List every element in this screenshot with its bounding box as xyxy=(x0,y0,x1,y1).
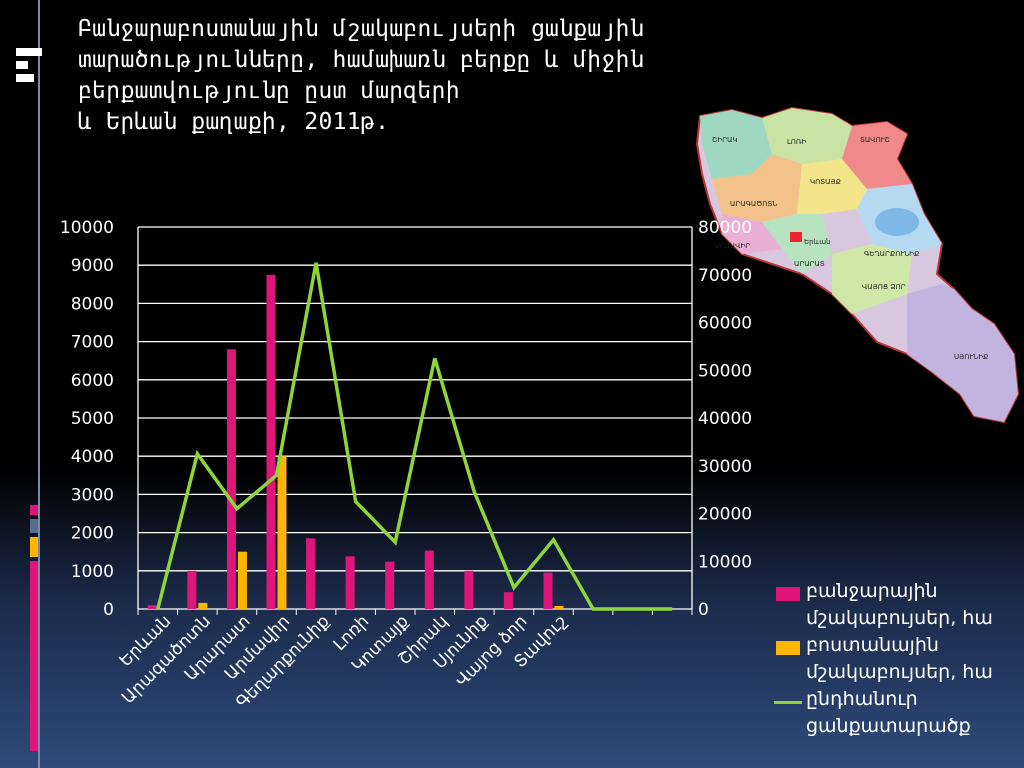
left-y-tick-label: 10000 xyxy=(60,218,114,238)
left-y-tick-label: 3000 xyxy=(71,485,114,505)
bar-series-1 xyxy=(306,538,316,609)
slide-decoration-bars xyxy=(16,48,42,87)
armenia-regions-map-icon: ՇԻՐԱԿ ԼՈՌԻ ՏԱՎՈՒՇ ԱՐԱԳԱԾՈՏՆ ԿՈՏԱՅՔ ԳԵՂԱՐ… xyxy=(695,106,1020,424)
bar-series-1 xyxy=(226,349,236,609)
svg-text:ԼՈՌԻ: ԼՈՌԻ xyxy=(787,138,806,146)
slide-frame-line xyxy=(38,0,40,768)
legend-swatch-series-2 xyxy=(776,641,800,655)
right-y-tick-label: 10000 xyxy=(698,552,752,572)
bar-series-2 xyxy=(554,605,564,609)
x-axis-labels: ԵրևանԱրագածոտնԱրարատԱրմավիրԳեղարքունիքԼո… xyxy=(116,611,571,712)
svg-text:ՎԱՅՈՑ ՁՈՐ: ՎԱՅՈՑ ՁՈՐ xyxy=(862,283,906,291)
svg-text:ՏԱՎՈՒՇ: ՏԱՎՈՒՇ xyxy=(860,136,890,144)
chart-legend: բանջարային մշակաբույսեր, հա բոստանային մ… xyxy=(772,578,1024,740)
bar-series-1 xyxy=(187,570,197,609)
left-y-tick-label: 4000 xyxy=(71,447,114,467)
left-y-tick-label: 9000 xyxy=(71,256,114,276)
svg-text:ԿՈՏԱՅՔ: ԿՈՏԱՅՔ xyxy=(810,178,841,186)
right-y-tick-label: 40000 xyxy=(698,409,752,429)
right-y-tick-label: 0 xyxy=(698,600,709,620)
legend-label-series-1: բանջարային մշակաբույսեր, հա xyxy=(806,580,993,629)
bar-series-1 xyxy=(424,550,434,609)
left-y-tick-label: 1000 xyxy=(71,562,114,582)
legend-swatch-series-3 xyxy=(774,701,802,704)
total-area-line xyxy=(156,262,673,611)
bar-series-1 xyxy=(345,556,355,609)
svg-text:ԱՐԱՐԱՏ: ԱՐԱՐԱՏ xyxy=(794,260,825,268)
left-y-axis: 0 1000 2000 3000 4000 5000 6000 7000 8000 9000 100… xyxy=(60,218,114,620)
line-series-total xyxy=(156,262,673,611)
right-y-tick-label: 80000 xyxy=(698,218,752,238)
left-y-tick-label: 2000 xyxy=(71,524,114,544)
bar-series-1 xyxy=(464,570,474,609)
bar-series-1 xyxy=(147,605,157,609)
svg-text:ԱՐԱԳԱԾՈՏՆ: ԱՐԱԳԱԾՈՏՆ xyxy=(730,200,777,208)
right-y-tick-label: 60000 xyxy=(698,314,752,334)
right-y-tick-label: 30000 xyxy=(698,457,752,477)
legend-item-series-3: ընդհանուր ցանքատարածք xyxy=(772,686,1024,740)
bars xyxy=(147,274,564,609)
slide-title: Բանջարաբոստանային մշակաբույսերի ցանքային… xyxy=(78,16,644,135)
right-y-axis: 0 10000 20000 30000 40000 50000 60000 70000 8000… xyxy=(698,218,752,620)
gridlines xyxy=(137,226,693,615)
side-accent-bars xyxy=(30,505,38,755)
right-y-tick-label: 50000 xyxy=(698,361,752,381)
svg-text:ՍՅՈՒՆԻՔ: ՍՅՈՒՆԻՔ xyxy=(954,353,988,361)
left-y-tick-label: 5000 xyxy=(71,409,114,429)
svg-text:ԳԵՂԱՐՔՈՒՆԻՔ: ԳԵՂԱՐՔՈՒՆԻՔ xyxy=(864,250,919,258)
legend-label-series-2: բոստանային մշակաբույսեր, հա xyxy=(806,634,993,683)
svg-text:ՇԻՐԱԿ: ՇԻՐԱԿ xyxy=(712,136,737,144)
legend-item-series-2: բոստանային մշակաբույսեր, հա xyxy=(772,632,1024,686)
bar-series-2 xyxy=(277,456,287,609)
bar-series-1 xyxy=(385,561,395,609)
legend-label-series-3: ընդհանուր ցանքատարածք xyxy=(806,688,971,737)
bar-series-2 xyxy=(237,551,247,609)
right-y-tick-label: 70000 xyxy=(698,266,752,286)
left-y-tick-label: 8000 xyxy=(71,294,114,314)
left-y-tick-label: 7000 xyxy=(71,333,114,353)
left-y-tick-label: 0 xyxy=(103,600,114,620)
left-y-tick-label: 6000 xyxy=(71,371,114,391)
bar-series-2 xyxy=(198,602,208,609)
svg-text:ԱՐՄԱՎԻՐ: ԱՐՄԱՎԻՐ xyxy=(714,242,750,250)
right-y-tick-label: 20000 xyxy=(698,505,752,525)
bar-series-1 xyxy=(543,572,553,609)
legend-item-series-1: բանջարային մշակաբույսեր, հա xyxy=(772,578,1024,632)
legend-swatch-series-1 xyxy=(776,587,800,601)
bar-series-1 xyxy=(266,274,276,609)
svg-text:Երևան: Երևան xyxy=(804,238,831,246)
bar-series-1 xyxy=(503,592,513,609)
